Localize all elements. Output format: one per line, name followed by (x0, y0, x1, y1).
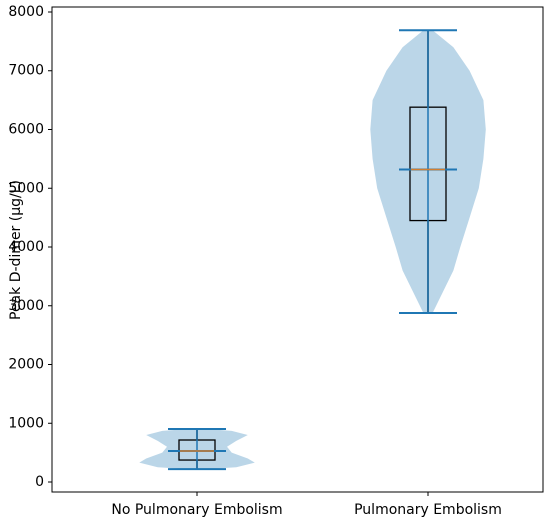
y-tick-label: 1000 (8, 415, 44, 431)
y-axis-label: Peak D-dimer (μg/L) (8, 180, 24, 320)
y-tick-label: 3000 (8, 298, 44, 314)
x-tick-label: Pulmonary Embolism (354, 502, 502, 518)
y-tick-label: 2000 (8, 357, 44, 373)
plot-frame (51, 6, 544, 493)
y-tick-label: 8000 (8, 4, 44, 20)
y-tick-label: 6000 (8, 121, 44, 137)
y-tick-label: 7000 (8, 63, 44, 79)
y-tick-label: 0 (35, 474, 44, 490)
y-tick-label: 4000 (8, 239, 44, 255)
y-tick-label: 5000 (8, 180, 44, 196)
x-tick-label: No Pulmonary Embolism (111, 502, 282, 518)
